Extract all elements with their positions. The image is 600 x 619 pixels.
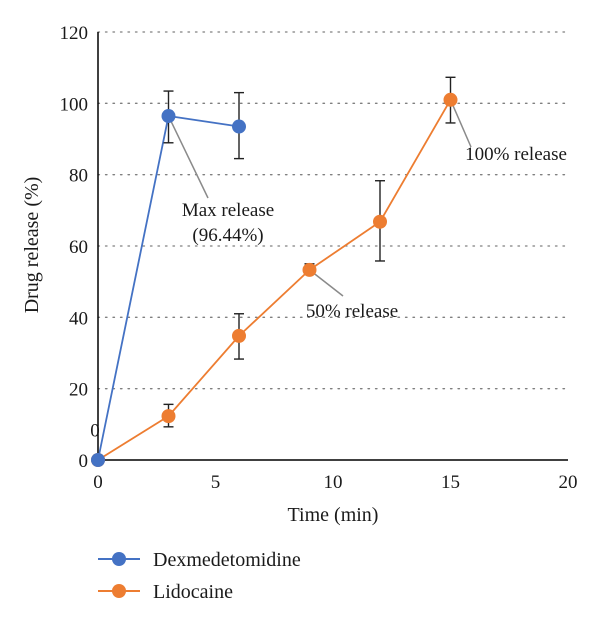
y-tick-label-60: 60 xyxy=(69,237,88,258)
data-point-lidocaine-4 xyxy=(373,214,387,229)
y-tick-label-0: 0 xyxy=(79,451,89,472)
data-point-lidocaine-5 xyxy=(443,92,458,107)
y-tick-label-40: 40 xyxy=(69,308,88,329)
annotation-leaders xyxy=(167,99,472,297)
axes xyxy=(97,32,568,461)
x-tick-label-20: 20 xyxy=(559,472,578,493)
error-bars xyxy=(163,76,456,428)
gridlines xyxy=(97,31,569,390)
annotation-text-0-1: (96.44%) xyxy=(192,225,263,246)
annotation-text-2-0: 100% release xyxy=(465,144,567,165)
legend: Dexmedetomidine Lidocaine xyxy=(98,549,301,603)
data-point-lidocaine-2 xyxy=(232,328,246,343)
data-point-dexmedetomidine-2 xyxy=(232,119,246,134)
annotation-text-1-0: 50% release xyxy=(306,301,398,322)
annotation-leader-2 xyxy=(449,99,472,148)
annotation-text-0-0: Max release xyxy=(182,200,274,221)
series-line-lidocaine xyxy=(97,99,452,461)
data-point-lidocaine-3 xyxy=(302,262,317,277)
x-tick-label-5: 5 xyxy=(211,472,221,493)
y-tick-label-20: 20 xyxy=(69,380,88,401)
annotation-leader-0 xyxy=(167,115,209,199)
legend-marker-dexmedetomidine xyxy=(112,552,126,566)
x-tick-label-10: 10 xyxy=(324,472,343,493)
data-point-dexmedetomidine-0 xyxy=(91,453,105,467)
legend-marker-lidocaine xyxy=(112,584,126,598)
y-tick-label-100: 100 xyxy=(60,94,89,115)
series-lines xyxy=(97,99,452,461)
annotation-leader-1 xyxy=(309,269,344,297)
data-point-lidocaine-1 xyxy=(161,409,176,424)
x-axis-title: Time (min) xyxy=(288,504,379,526)
x-tick-label-0: 0 xyxy=(93,472,103,493)
data-points xyxy=(91,92,458,467)
origin-data-label: 0 xyxy=(90,421,100,442)
y-tick-label-80: 80 xyxy=(69,166,88,187)
data-point-dexmedetomidine-1 xyxy=(161,109,176,124)
y-axis-title: Drug release (%) xyxy=(21,177,43,314)
legend-label-dexmedetomidine: Dexmedetomidine xyxy=(153,549,301,571)
x-tick-label-15: 15 xyxy=(441,472,460,493)
y-tick-label-120: 120 xyxy=(60,23,89,44)
legend-label-lidocaine: Lidocaine xyxy=(153,581,233,603)
